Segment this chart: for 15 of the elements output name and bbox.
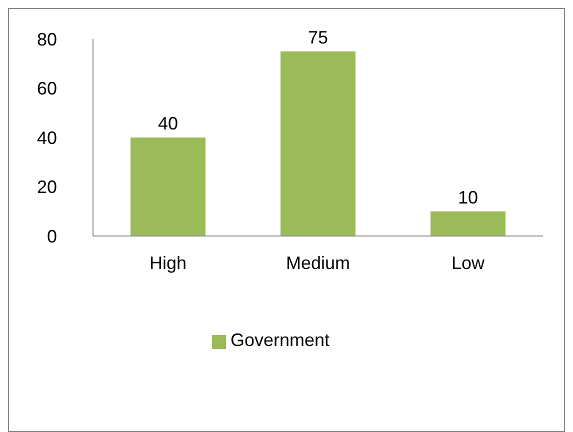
bar (130, 138, 206, 236)
y-tick-label: 0 (46, 226, 57, 246)
y-tick-label: 60 (36, 78, 57, 99)
x-tick-label: High (149, 252, 187, 273)
data-label: 10 (458, 187, 478, 208)
data-label: 75 (308, 27, 328, 48)
y-tick-label: 80 (36, 29, 57, 50)
x-tick-label: Medium (286, 252, 350, 273)
x-tick-label: Low (451, 252, 486, 273)
y-tick-label: 20 (36, 177, 57, 198)
y-tick-label: 40 (36, 128, 57, 148)
bar (280, 51, 356, 236)
bar (430, 211, 506, 236)
legend-label: Government (230, 330, 330, 350)
data-label: 40 (158, 114, 178, 134)
